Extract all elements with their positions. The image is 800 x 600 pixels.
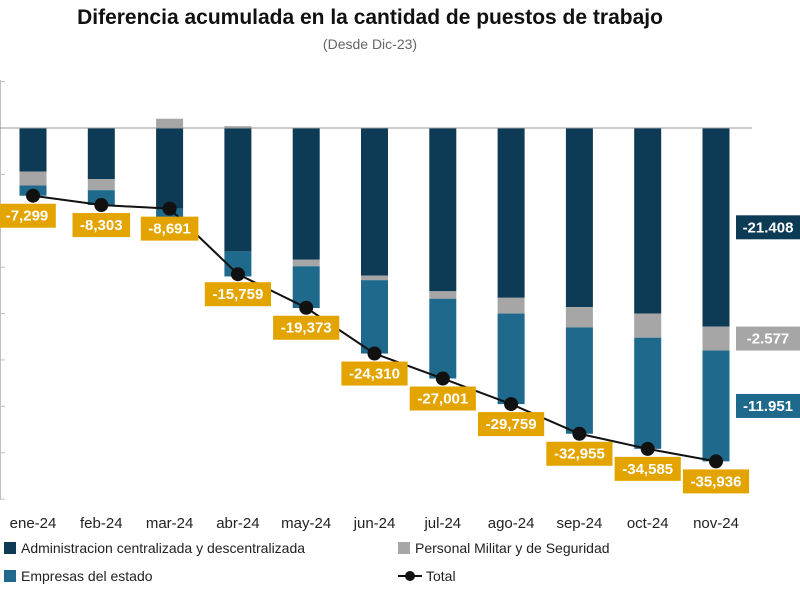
total-point-feb-24 xyxy=(94,198,109,213)
legend-swatch xyxy=(4,570,16,582)
legend-label: Empresas del estado xyxy=(21,568,153,584)
total-data-label: -29,759 xyxy=(486,416,537,433)
legend-item-empresas: Empresas del estado xyxy=(4,568,153,584)
legend-label: Administracion centralizada y descentral… xyxy=(21,540,306,556)
legend-label: Personal Militar y de Seguridad xyxy=(415,540,610,556)
bar-segment-mar-24-series-1 xyxy=(156,118,184,128)
bar-segment-nov-24-series-0 xyxy=(702,128,730,327)
total-label-box xyxy=(478,412,545,437)
total-data-label: -8,303 xyxy=(80,217,123,234)
bar-segment-ago-24-series-0 xyxy=(497,128,525,298)
total-label-box xyxy=(341,361,408,386)
total-point-ago-24 xyxy=(504,397,519,412)
bar-segment-feb-24-series-2 xyxy=(87,190,115,206)
bar-segment-sep-24-series-1 xyxy=(565,307,593,328)
x-tick-label: may-24 xyxy=(281,515,331,532)
bar-segment-nov-24-series-2 xyxy=(702,350,730,462)
bar-segment-mar-24-series-0 xyxy=(156,128,184,209)
bar-segment-abr-24-series-1 xyxy=(224,126,252,128)
total-point-nov-24 xyxy=(709,454,723,469)
series-end-label: -11.951 xyxy=(743,398,793,415)
total-label-box xyxy=(409,386,476,411)
x-tick-label: jun-24 xyxy=(353,515,396,532)
total-point-oct-24 xyxy=(640,441,655,456)
bar-segment-oct-24-series-0 xyxy=(634,128,662,314)
total-label-box xyxy=(614,456,681,481)
total-point-jul-24 xyxy=(435,371,450,386)
x-tick-label: nov-24 xyxy=(693,515,739,532)
total-data-label: -32,955 xyxy=(554,446,605,463)
total-label-box xyxy=(273,315,340,340)
bar-segment-ene-24-series-0 xyxy=(19,128,47,172)
total-data-label: -35,936 xyxy=(691,473,742,490)
bar-segment-may-24-series-0 xyxy=(292,128,320,260)
total-label-box xyxy=(204,282,271,307)
bar-segment-jul-24-series-1 xyxy=(429,291,457,299)
x-tick-label: mar-24 xyxy=(146,515,194,532)
end-label-box xyxy=(736,215,800,240)
bar-segment-jul-24-series-0 xyxy=(429,128,457,292)
bar-segment-oct-24-series-1 xyxy=(634,313,662,338)
bar-segment-jun-24-series-1 xyxy=(361,275,388,281)
legend-swatch xyxy=(4,542,16,554)
legend-item-total: Total xyxy=(398,568,456,584)
end-label-box xyxy=(736,326,800,351)
total-point-ene-24 xyxy=(26,188,40,203)
watermark-logo: BORDER xyxy=(55,489,198,522)
bar-segment-ago-24-series-2 xyxy=(497,313,525,405)
bar-segment-ago-24-series-1 xyxy=(497,297,525,314)
series-end-label: -2.577 xyxy=(747,331,790,348)
x-tick-label: ago-24 xyxy=(488,515,535,532)
total-point-may-24 xyxy=(299,300,314,315)
total-data-label: -7,299 xyxy=(6,208,49,225)
legend-label: Total xyxy=(426,568,456,584)
total-data-label: -19,373 xyxy=(281,320,332,337)
total-label-box xyxy=(682,469,750,494)
bar-segment-feb-24-series-1 xyxy=(87,179,115,191)
bar-segment-sep-24-series-2 xyxy=(565,327,593,434)
total-label-box xyxy=(546,441,613,466)
total-data-label: -27,001 xyxy=(417,391,468,408)
total-point-abr-24 xyxy=(230,267,245,282)
total-data-label: -34,585 xyxy=(622,461,673,478)
x-tick-label: oct-24 xyxy=(627,515,669,532)
x-tick-label: abr-24 xyxy=(216,515,259,532)
series-end-label: -21.408 xyxy=(743,219,794,236)
legend-item-administracion: Administracion centralizada y descentral… xyxy=(4,540,305,556)
legend-item-personal-militar: Personal Militar y de Seguridad xyxy=(398,540,610,556)
total-label-box xyxy=(140,216,199,241)
bar-segment-may-24-series-1 xyxy=(292,259,320,267)
total-data-label: -8,691 xyxy=(148,221,191,238)
bar-segment-abr-24-series-0 xyxy=(224,128,252,252)
legend-swatch xyxy=(398,542,410,554)
bar-segment-ene-24-series-1 xyxy=(19,171,47,186)
total-point-jun-24 xyxy=(367,346,382,361)
total-data-label: -15,759 xyxy=(212,286,263,303)
total-data-label: -24,310 xyxy=(349,366,400,383)
total-point-mar-24 xyxy=(162,201,177,216)
bar-segment-jun-24-series-2 xyxy=(361,280,388,354)
bar-segment-jul-24-series-2 xyxy=(429,298,457,379)
total-label-box xyxy=(0,203,56,228)
total-label-box xyxy=(72,213,131,238)
bar-segment-nov-24-series-1 xyxy=(702,326,730,351)
bar-segment-sep-24-series-0 xyxy=(565,128,593,308)
x-tick-label: feb-24 xyxy=(80,515,123,532)
bar-segment-jun-24-series-0 xyxy=(361,128,388,276)
bar-segment-feb-24-series-0 xyxy=(87,128,115,180)
total-point-sep-24 xyxy=(572,426,587,441)
x-tick-label: ene-24 xyxy=(10,515,57,532)
x-tick-label: jul-24 xyxy=(423,515,461,532)
chart-subtitle: (Desde Dic-23) xyxy=(322,36,418,52)
legend-line-marker xyxy=(398,570,422,582)
end-label-box xyxy=(736,393,800,418)
x-tick-label: sep-24 xyxy=(556,515,602,532)
bar-segment-oct-24-series-2 xyxy=(634,337,662,449)
chart-title: Diferencia acumulada en la cantidad de p… xyxy=(77,6,663,29)
